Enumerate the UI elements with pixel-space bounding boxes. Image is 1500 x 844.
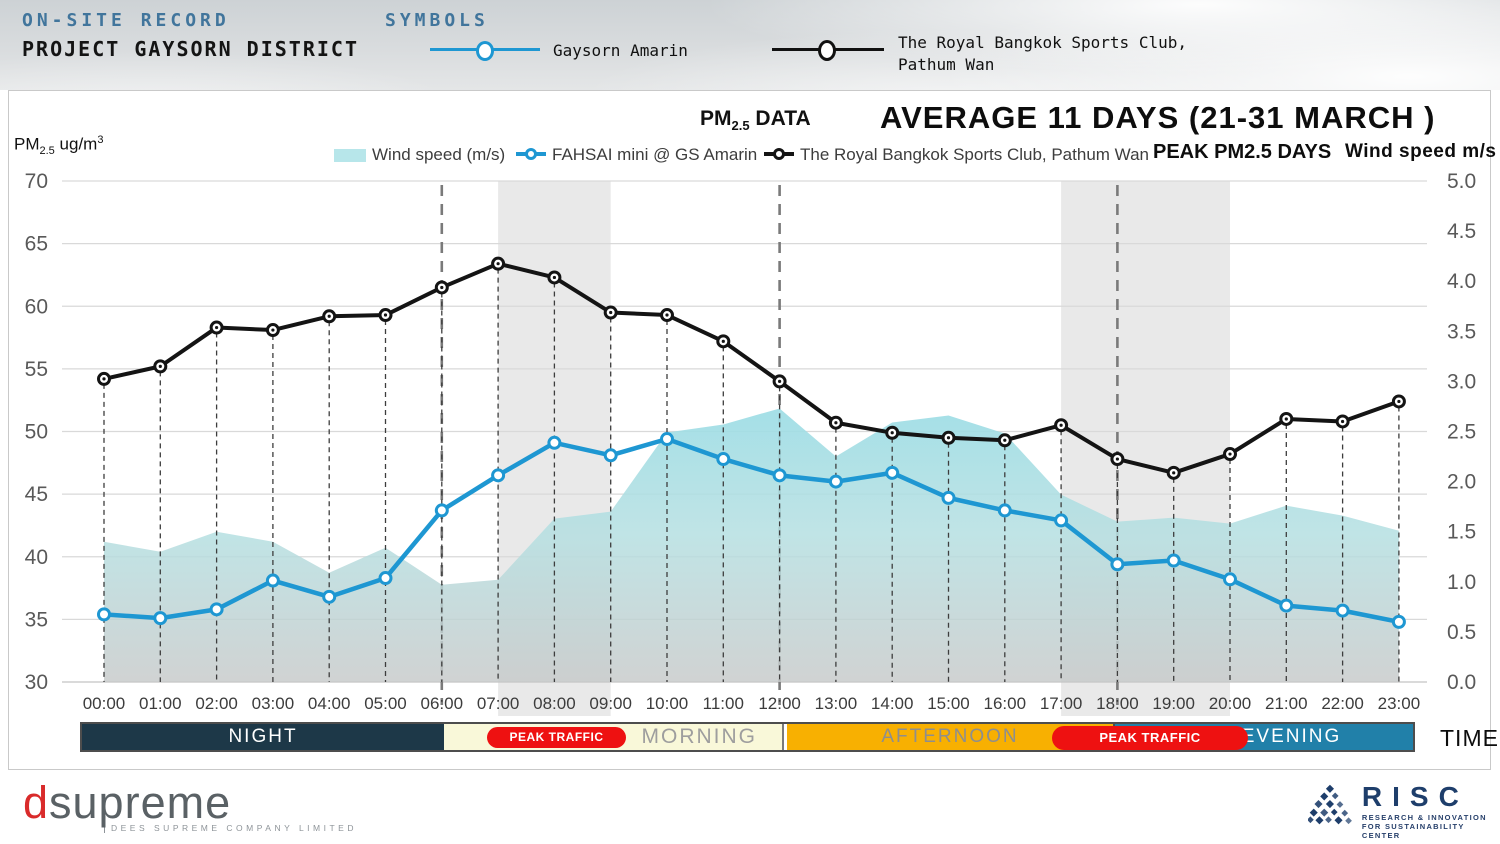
dsupreme-caption: DEES SUPREME COMPANY LIMITED	[104, 823, 357, 833]
cloud-header-banner: ON-SITE RECORD PROJECT GAYSORN DISTRICT …	[0, 0, 1500, 90]
right-axis-title: Wind speed m/s	[1345, 141, 1497, 162]
fahsai-legend-label: FAHSAI mini @ GS Amarin	[552, 145, 758, 164]
rbsc-legend-label: The Royal Bangkok Sports Club, Pathum Wa…	[800, 145, 1149, 164]
dsupreme-logo: dsupreme DEES SUPREME COMPANY LIMITED	[23, 780, 357, 833]
main-title: AVERAGE 11 DAYS (21-31 MARCH )	[880, 100, 1436, 135]
onsite-record-label: ON-SITE RECORD	[22, 10, 230, 31]
gaysorn-amarin-marker-icon	[476, 41, 494, 61]
risc-tagline-1: RESEARCH & INNOVATION	[1361, 813, 1487, 822]
dsupreme-logo-rest: supreme	[49, 777, 232, 828]
symbols-heading: SYMBOLS	[385, 10, 489, 31]
wind-legend-label: Wind speed (m/s)	[372, 145, 506, 164]
peak-pm25-days-label: PEAK PM2.5 DAYS	[1153, 141, 1332, 163]
time-axis-label: TIME	[1440, 725, 1499, 751]
rbsc-symbol-label: The Royal Bangkok Sports Club, Pathum Wa…	[898, 33, 1187, 74]
dsupreme-logo-d: d	[23, 777, 50, 828]
left-axis-title: PM2.5 ug/m3	[14, 134, 104, 158]
peak-traffic-morning-badge: PEAK TRAFFIC	[487, 727, 626, 748]
risc-logo: RISC RESEARCH & INNOVATION FOR SUSTAINAB…	[1308, 783, 1500, 840]
chart-card	[8, 90, 1491, 770]
risc-tagline-2: FOR SUSTAINABILITY CENTER	[1361, 822, 1465, 840]
wind-legend-swatch	[334, 149, 366, 162]
rbsc-marker-icon	[818, 40, 836, 61]
project-title: PROJECT GAYSORN DISTRICT	[22, 37, 359, 61]
peak-traffic-evening-badge: PEAK TRAFFIC	[1052, 726, 1248, 750]
rbsc-legend-marker-icon	[764, 148, 794, 160]
night-segment: NIGHT	[82, 724, 444, 750]
pm25-data-title: PM2.5 DATA	[700, 107, 811, 134]
risc-mosaic-icon	[1308, 784, 1352, 825]
gaysorn-amarin-symbol-label: Gaysorn Amarin	[553, 41, 688, 60]
fahsai-legend-marker-icon	[516, 148, 546, 160]
risc-logo-name: RISC	[1361, 781, 1469, 812]
